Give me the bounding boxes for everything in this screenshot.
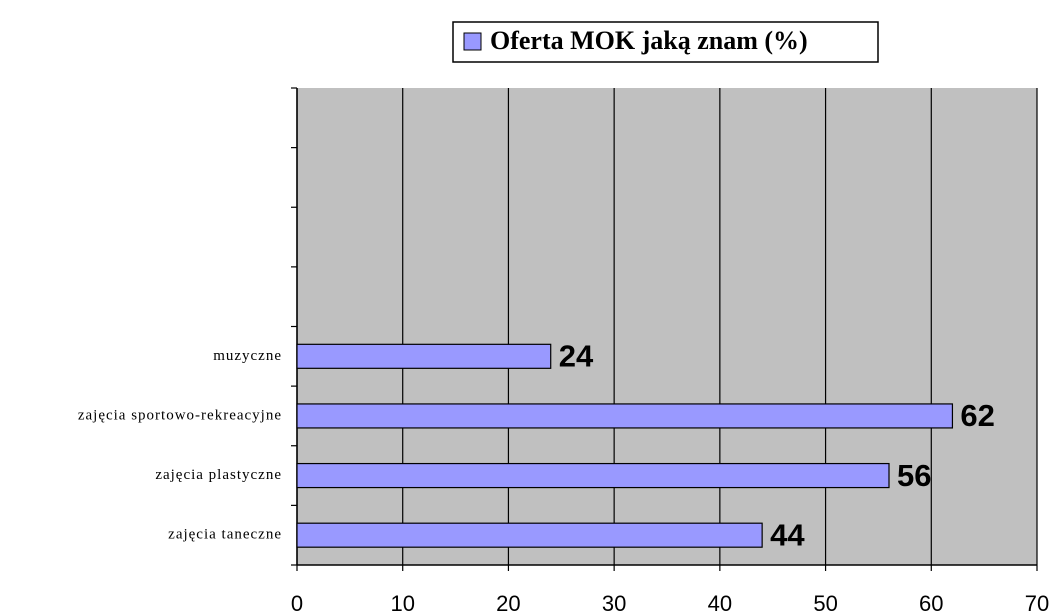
legend: Oferta MOK jaką znam (%) (452, 21, 879, 63)
value-label: 56 (897, 458, 931, 493)
value-label: 62 (960, 398, 994, 433)
plot-area (297, 88, 1037, 565)
bar (296, 522, 763, 548)
y-tick-label: muzyczne (213, 348, 282, 364)
bar (296, 462, 890, 489)
bar (296, 343, 552, 369)
x-tick-label: 30 (602, 591, 626, 614)
value-label: 44 (770, 517, 805, 552)
legend-box (452, 21, 879, 63)
x-tick-label: 70 (1025, 591, 1049, 614)
value-label: 24 (559, 339, 594, 374)
x-tick-label: 50 (813, 591, 837, 614)
y-tick-label: zajęcia sportowo-rekreacyjne (78, 407, 282, 423)
bar (296, 403, 954, 429)
y-tick-label: zajęcia taneczne (168, 527, 282, 543)
x-tick-label: 20 (496, 591, 520, 614)
legend-marker (463, 32, 482, 51)
y-tick-label: zajęcia plastyczne (155, 467, 282, 483)
legend-label: Oferta MOK jaką znam (%) (490, 26, 808, 55)
x-tick-label: 10 (390, 591, 414, 614)
x-tick-label: 60 (919, 591, 943, 614)
x-tick-label: 40 (708, 591, 732, 614)
x-tick-label: 0 (291, 591, 303, 614)
